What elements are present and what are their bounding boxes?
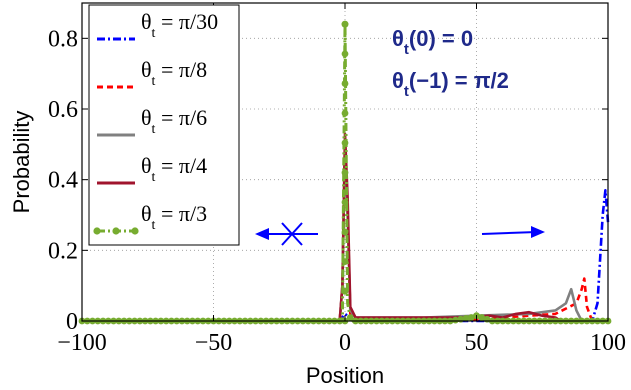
legend-item: θt = π/6: [97, 105, 207, 137]
arrow-left-head: [255, 228, 269, 240]
series-point: [341, 169, 349, 177]
y-axis-title: Probability: [9, 111, 34, 214]
legend-item: θt = π/30: [97, 9, 218, 41]
legend: θt = π/30 θt = π/8 θt = π/6 θt = π/4 θt = π/…: [88, 4, 240, 246]
arrow-right-head: [531, 226, 545, 238]
annotations: θt(0) = 0 θt(−1) = π/2: [392, 26, 509, 100]
series-point: [341, 198, 349, 206]
series-point: [341, 139, 349, 147]
annotation-label: θt(−1) = π/2: [392, 68, 509, 100]
legend-box: [88, 4, 240, 246]
legend-item: θt = π/3: [93, 201, 207, 235]
legend-label: θt = π/8: [141, 57, 207, 89]
series-point: [341, 20, 349, 28]
y-tick-label: 0.8: [48, 26, 78, 52]
x-tick-label: −50: [195, 330, 233, 356]
arrow-right-shaft: [481, 231, 538, 235]
annotation-label: θt(0) = 0: [392, 26, 473, 58]
legend-label: θt = π/30: [141, 9, 218, 41]
cross-mark: [281, 222, 303, 246]
x-tick-label: −100: [57, 330, 107, 356]
axis-ticks: −100 −50 0 50 100 0 0.2 0.4 0.6 0.8: [48, 3, 626, 356]
series-point: [341, 228, 349, 236]
legend-marker: [112, 227, 120, 235]
series-point: [467, 314, 475, 321]
series-point: [346, 314, 354, 321]
x-axis-title: Position: [306, 363, 384, 388]
series-point: [462, 314, 470, 322]
series-point: [341, 287, 349, 295]
y-tick-label: 0.6: [48, 97, 78, 123]
y-tick-label: 0.2: [48, 238, 78, 264]
legend-label: θt = π/3: [141, 201, 207, 233]
direction-arrows: [255, 222, 545, 246]
y-tick-label: 0.4: [48, 168, 78, 194]
y-tick-label: 0: [66, 309, 78, 335]
x-tick-label: 100: [590, 330, 626, 356]
legend-label: θt = π/4: [141, 153, 207, 185]
x-tick-label: 0: [339, 330, 351, 356]
legend-item: θt = π/8: [97, 57, 207, 89]
legend-item: θt = π/4: [97, 153, 207, 185]
series-point: [341, 258, 349, 266]
x-tick-label: 50: [465, 330, 489, 356]
legend-label: θt = π/6: [141, 105, 207, 137]
series-point: [478, 314, 486, 321]
legend-marker: [131, 227, 139, 235]
series-point: [341, 109, 349, 117]
series-point: [341, 80, 349, 87]
legend-marker: [93, 227, 101, 235]
series-point: [452, 316, 459, 324]
series-point: [341, 50, 349, 58]
